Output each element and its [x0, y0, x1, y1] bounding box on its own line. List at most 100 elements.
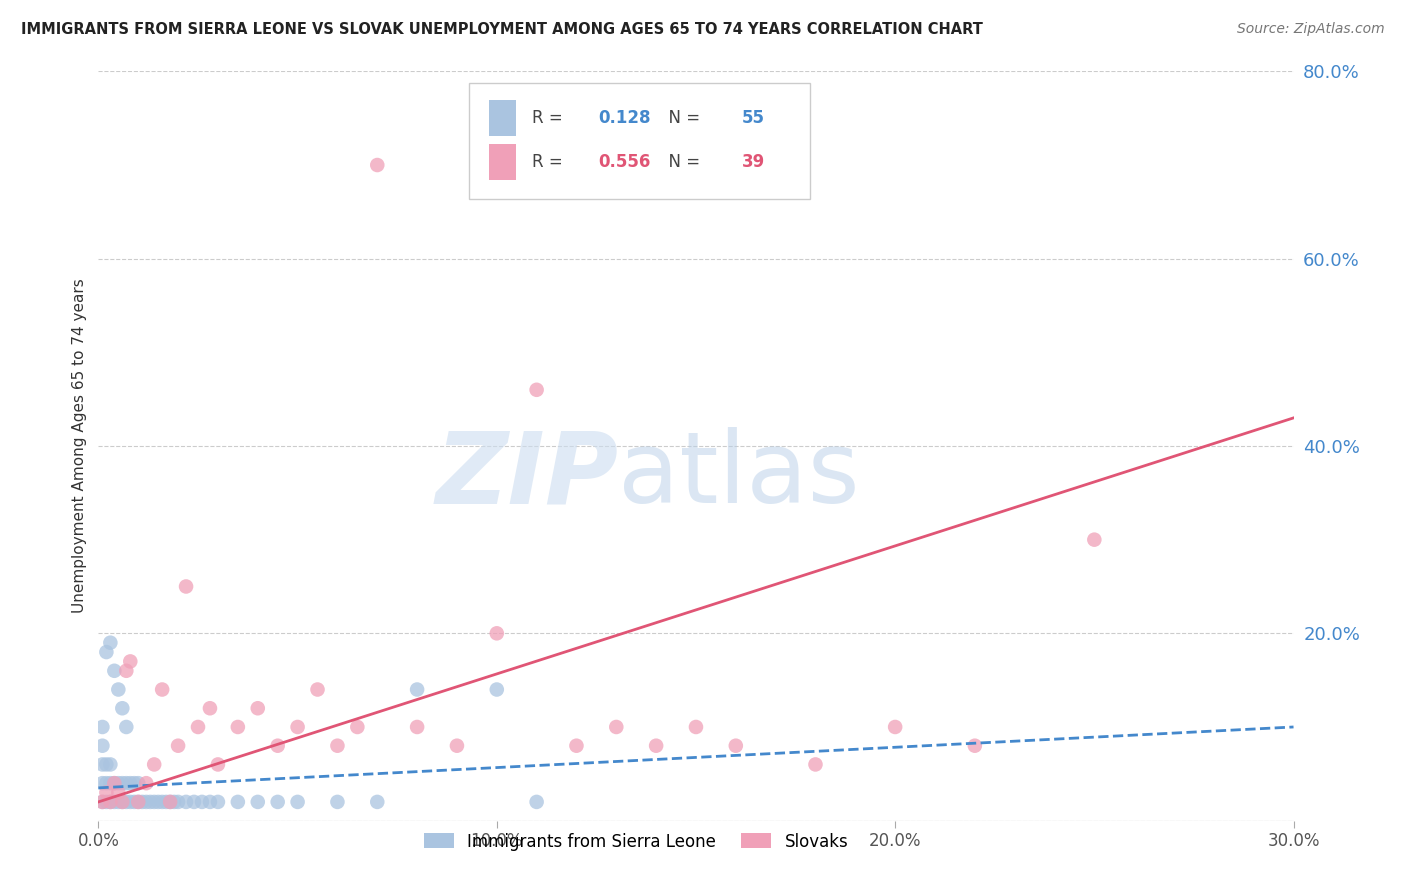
Text: atlas: atlas [619, 427, 860, 524]
Point [96, 645, 118, 659]
Point [115, 664, 138, 678]
Point [143, 795, 166, 809]
FancyBboxPatch shape [470, 83, 810, 199]
Point [91, 776, 114, 790]
Point [103, 795, 125, 809]
Point [226, 795, 249, 809]
Point [485, 626, 508, 640]
Point [96, 757, 118, 772]
Point [111, 776, 134, 790]
Point [115, 776, 138, 790]
Point [98, 795, 122, 809]
Point [485, 682, 508, 697]
Text: 0.128: 0.128 [598, 109, 651, 128]
Point [148, 795, 170, 809]
Point [115, 720, 138, 734]
Point [91, 720, 114, 734]
Point [107, 786, 129, 800]
Point [187, 720, 209, 734]
Point [96, 795, 118, 809]
Point [307, 682, 329, 697]
Point [326, 795, 349, 809]
FancyBboxPatch shape [489, 100, 516, 136]
Point [963, 739, 986, 753]
Point [174, 580, 197, 594]
Point [111, 701, 134, 715]
Point [685, 720, 707, 734]
Text: ZIP: ZIP [436, 427, 619, 524]
Point [127, 795, 149, 809]
Text: 0.556: 0.556 [598, 153, 651, 170]
Point [150, 682, 173, 697]
Point [267, 795, 290, 809]
Point [287, 795, 309, 809]
Point [167, 795, 190, 809]
Text: 55: 55 [741, 109, 765, 128]
Point [565, 739, 588, 753]
Point [246, 701, 269, 715]
Point [526, 383, 548, 397]
Point [103, 664, 125, 678]
Text: N =: N = [658, 153, 704, 170]
Point [120, 655, 142, 669]
Point [198, 701, 221, 715]
Point [124, 795, 146, 809]
Point [804, 757, 827, 772]
Point [183, 795, 205, 809]
Point [98, 795, 122, 809]
Point [131, 795, 153, 809]
Text: 39: 39 [741, 153, 765, 170]
Point [526, 795, 548, 809]
Point [174, 795, 197, 809]
Point [346, 720, 368, 734]
Point [135, 795, 157, 809]
Point [645, 739, 668, 753]
Point [127, 795, 149, 809]
Legend: Immigrants from Sierra Leone, Slovaks: Immigrants from Sierra Leone, Slovaks [418, 826, 855, 857]
Point [884, 720, 907, 734]
Point [91, 757, 114, 772]
Point [98, 635, 122, 649]
Point [366, 795, 388, 809]
Point [111, 795, 134, 809]
Point [366, 158, 388, 172]
Text: R =: R = [533, 153, 568, 170]
FancyBboxPatch shape [489, 144, 516, 179]
Point [159, 795, 181, 809]
Point [267, 739, 290, 753]
Point [96, 786, 118, 800]
Point [135, 776, 157, 790]
Point [159, 795, 181, 809]
Point [143, 757, 166, 772]
Point [103, 776, 125, 790]
Point [246, 795, 269, 809]
Point [103, 776, 125, 790]
Point [207, 795, 229, 809]
Point [724, 739, 747, 753]
Text: IMMIGRANTS FROM SIERRA LEONE VS SLOVAK UNEMPLOYMENT AMONG AGES 65 TO 74 YEARS CO: IMMIGRANTS FROM SIERRA LEONE VS SLOVAK U… [21, 22, 983, 37]
Point [163, 795, 186, 809]
Point [115, 795, 138, 809]
Point [91, 795, 114, 809]
Point [207, 757, 229, 772]
Point [139, 795, 162, 809]
Text: N =: N = [658, 109, 704, 128]
Text: Source: ZipAtlas.com: Source: ZipAtlas.com [1237, 22, 1385, 37]
Point [91, 739, 114, 753]
Point [98, 776, 122, 790]
Point [107, 776, 129, 790]
Point [96, 776, 118, 790]
Point [107, 682, 129, 697]
Point [605, 720, 627, 734]
Point [1083, 533, 1105, 547]
Point [150, 795, 173, 809]
Point [326, 739, 349, 753]
Text: R =: R = [533, 109, 568, 128]
Point [98, 757, 122, 772]
Point [446, 739, 468, 753]
Point [107, 795, 129, 809]
Y-axis label: Unemployment Among Ages 65 to 74 years: Unemployment Among Ages 65 to 74 years [72, 278, 87, 614]
Point [91, 795, 114, 809]
Point [167, 739, 190, 753]
Point [191, 795, 214, 809]
